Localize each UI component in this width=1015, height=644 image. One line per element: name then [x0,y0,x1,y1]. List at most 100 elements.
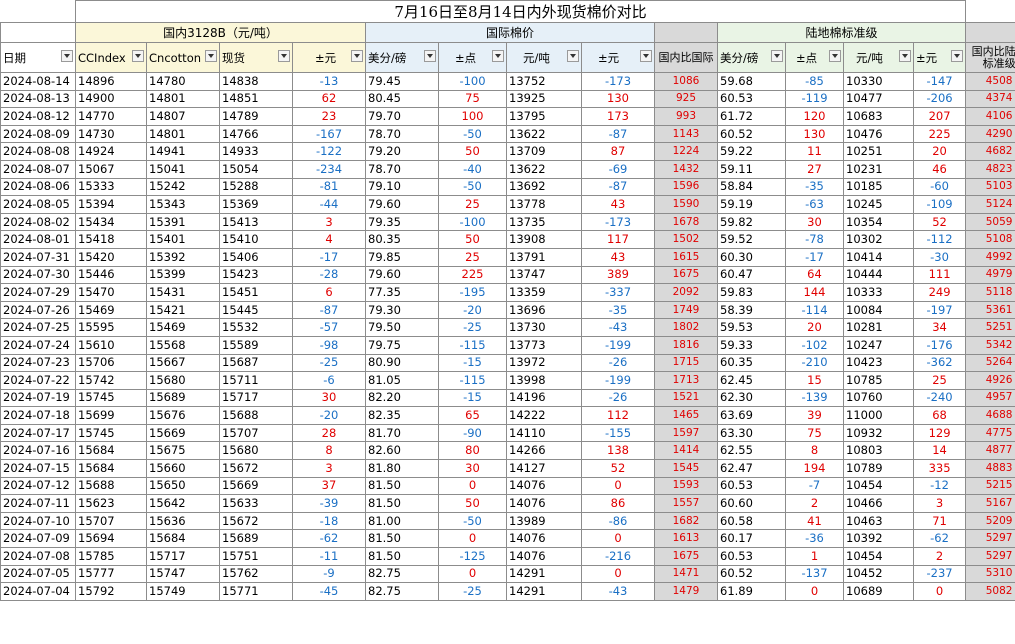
cell-spot[interactable]: 14851 [219,89,293,109]
cell-std-points[interactable]: -119 [785,89,844,109]
cell-std-yuan[interactable]: 10302 [843,230,914,249]
cell-intl-points[interactable]: -90 [438,423,507,443]
cell-std-usc[interactable]: 60.53 [717,476,786,496]
cell-std-points[interactable]: 2 [785,494,844,513]
header-std-yuan[interactable]: 元/吨 [843,42,914,73]
cell-intl-usc[interactable]: 79.20 [365,142,439,161]
cell-spread-std[interactable]: 4823 [965,159,1015,179]
cell-intl-usc[interactable]: 79.30 [365,300,439,320]
cell-cncotton[interactable]: 15242 [146,177,220,197]
cell-std-yuan[interactable]: 10444 [843,265,914,285]
cell-std-usc[interactable]: 62.55 [717,441,786,461]
cell-std-points[interactable]: 8 [785,441,844,461]
cell-spread-std[interactable]: 4290 [965,124,1015,144]
table-row[interactable]: 2024-07-25 15595 15469 15532 -57 79.50 -25 1373… [0,318,1015,337]
cell-std-usc[interactable]: 59.22 [717,142,786,161]
cell-intl-usc[interactable]: 80.90 [365,353,439,373]
cell-intl-change[interactable]: 130 [581,89,655,109]
cell-spread-intl[interactable]: 1613 [654,529,718,549]
cell-ccindex[interactable]: 14900 [75,89,147,109]
cell-std-usc[interactable]: 60.30 [717,247,786,267]
cell-spread-std[interactable]: 5251 [965,318,1015,337]
cell-intl-change[interactable]: 138 [581,441,655,461]
cell-spread-intl[interactable]: 1593 [654,476,718,496]
cell-std-yuan[interactable]: 10281 [843,318,914,337]
dropdown-filter-icon[interactable] [640,50,652,62]
cell-spot-change[interactable]: 3 [292,459,366,478]
cell-std-yuan[interactable]: 10452 [843,564,914,584]
cell-intl-change[interactable]: -199 [581,335,655,355]
cell-intl-points[interactable]: 50 [438,230,507,249]
cell-std-change[interactable]: 52 [912,212,967,232]
cell-spread-std[interactable]: 4374 [965,89,1015,109]
cell-spot-change[interactable]: 4 [292,230,366,249]
cell-std-change[interactable]: -60 [912,177,967,197]
cell-std-yuan[interactable]: 10245 [843,195,914,214]
cell-cncotton[interactable]: 15391 [146,212,220,232]
cell-spot[interactable]: 15406 [219,247,293,267]
cell-cncotton[interactable]: 15667 [146,353,220,373]
cell-spread-std[interactable]: 5209 [965,511,1015,531]
cell-intl-change[interactable]: 0 [581,476,655,496]
cell-cncotton[interactable]: 14941 [146,142,220,161]
table-row[interactable]: 2024-07-19 15745 15689 15717 30 82.20 -15 14196… [0,388,1015,408]
cell-std-change[interactable]: -147 [912,72,967,91]
cell-spread-intl[interactable]: 1749 [654,300,718,320]
cell-std-usc[interactable]: 62.45 [717,371,786,390]
cell-cncotton[interactable]: 15660 [146,459,220,478]
cell-std-usc[interactable]: 60.58 [717,511,786,531]
cell-spot-change[interactable]: 8 [292,441,366,461]
cell-intl-points[interactable]: -25 [438,318,507,337]
cell-intl-change[interactable]: -87 [581,177,655,197]
cell-date[interactable]: 2024-08-02 [0,212,76,232]
cell-intl-usc[interactable]: 81.50 [365,476,439,496]
cell-date[interactable]: 2024-07-23 [0,353,76,373]
cell-cncotton[interactable]: 15636 [146,511,220,531]
cell-intl-points[interactable]: -195 [438,283,507,302]
cell-std-usc[interactable]: 60.53 [717,89,786,109]
dropdown-filter-icon[interactable] [951,50,964,62]
cell-std-usc[interactable]: 59.83 [717,283,786,302]
cell-spot-change[interactable]: -11 [292,547,366,566]
cell-std-yuan[interactable]: 10333 [843,283,914,302]
cell-std-change[interactable]: 129 [912,423,967,443]
cell-spread-std[interactable]: 5118 [965,283,1015,302]
cell-spread-std[interactable]: 5103 [965,177,1015,197]
cell-intl-points[interactable]: 50 [438,494,507,513]
cell-cncotton[interactable]: 15469 [146,318,220,337]
cell-std-points[interactable]: 39 [785,406,844,425]
cell-intl-points[interactable]: 25 [438,195,507,214]
cell-std-change[interactable]: 249 [912,283,967,302]
cell-std-yuan[interactable]: 10689 [843,582,914,601]
cell-intl-usc[interactable]: 81.50 [365,529,439,549]
cell-spot[interactable]: 15707 [219,423,293,443]
cell-std-yuan[interactable]: 10476 [843,124,914,144]
cell-std-yuan[interactable]: 10477 [843,89,914,109]
cell-std-usc[interactable]: 62.30 [717,388,786,408]
dropdown-filter-icon[interactable] [567,50,579,62]
cell-ccindex[interactable]: 14730 [75,124,147,144]
cell-std-points[interactable]: -210 [785,353,844,373]
cell-std-usc[interactable]: 60.52 [717,564,786,584]
cell-spot-change[interactable]: 23 [292,107,366,126]
cell-intl-change[interactable]: -199 [581,371,655,390]
table-row[interactable]: 2024-07-05 15777 15747 15762 -9 82.75 0 14291 0 1… [0,564,1015,584]
table-row[interactable]: 2024-07-08 15785 15717 15751 -11 81.50 -125 140… [0,547,1015,566]
cell-date[interactable]: 2024-08-01 [0,230,76,249]
cell-spread-std[interactable]: 5361 [965,300,1015,320]
cell-ccindex[interactable]: 15699 [75,406,147,425]
cell-spread-std[interactable]: 4883 [965,459,1015,478]
cell-intl-change[interactable]: 0 [581,564,655,584]
cell-spot[interactable]: 15680 [219,441,293,461]
cell-spread-std[interactable]: 4682 [965,142,1015,161]
cell-spread-intl[interactable]: 1678 [654,212,718,232]
cell-intl-yuan[interactable]: 13752 [506,72,582,91]
cell-std-yuan[interactable]: 10760 [843,388,914,408]
cell-std-usc[interactable]: 58.84 [717,177,786,197]
cell-spread-std[interactable]: 4926 [965,371,1015,390]
cell-intl-yuan[interactable]: 13795 [506,107,582,126]
cell-std-points[interactable]: 194 [785,459,844,478]
cell-std-change[interactable]: -237 [912,564,967,584]
cell-intl-yuan[interactable]: 13908 [506,230,582,249]
cell-spread-intl[interactable]: 1675 [654,265,718,285]
